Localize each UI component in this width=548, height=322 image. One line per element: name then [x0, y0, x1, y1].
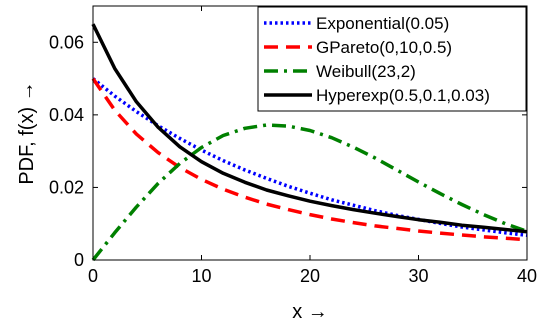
- series-line-1: [91, 77, 528, 242]
- series-line-0: [91, 77, 528, 238]
- legend-label: Weibull(23,2): [316, 62, 416, 81]
- y-axis-label: PDF, f(x) →: [16, 81, 38, 184]
- legend: Exponential(0.05) GPareto(0,10,0.5) Weibul…: [257, 6, 527, 112]
- x-axis-label: x →: [292, 301, 328, 322]
- x-tick-label: 0: [88, 266, 98, 286]
- y-tick-label: 0.04: [49, 105, 84, 125]
- y-tick-label: 0.02: [49, 177, 84, 197]
- plot-frame: [92, 5, 528, 261]
- legend-label: Exponential(0.05): [316, 14, 449, 33]
- series-line-2: [91, 123, 528, 262]
- x-tick-label: 20: [300, 266, 320, 286]
- y-tick-label: 0: [74, 250, 84, 270]
- x-tick-label: 30: [408, 266, 428, 286]
- y-tick-label: 0.06: [49, 32, 84, 52]
- series-line-3: [91, 23, 528, 234]
- legend-label: Hyperexp(0.5,0.1,0.03): [316, 86, 490, 105]
- plot-lines: [91, 23, 528, 262]
- x-tick-label: 10: [191, 266, 211, 286]
- legend-label: GPareto(0,10,0.5): [316, 38, 452, 57]
- x-tick-label: 40: [517, 266, 537, 286]
- tick-layer: 0 10 20 30 40 0 0.02 0.04 0.06: [49, 6, 537, 286]
